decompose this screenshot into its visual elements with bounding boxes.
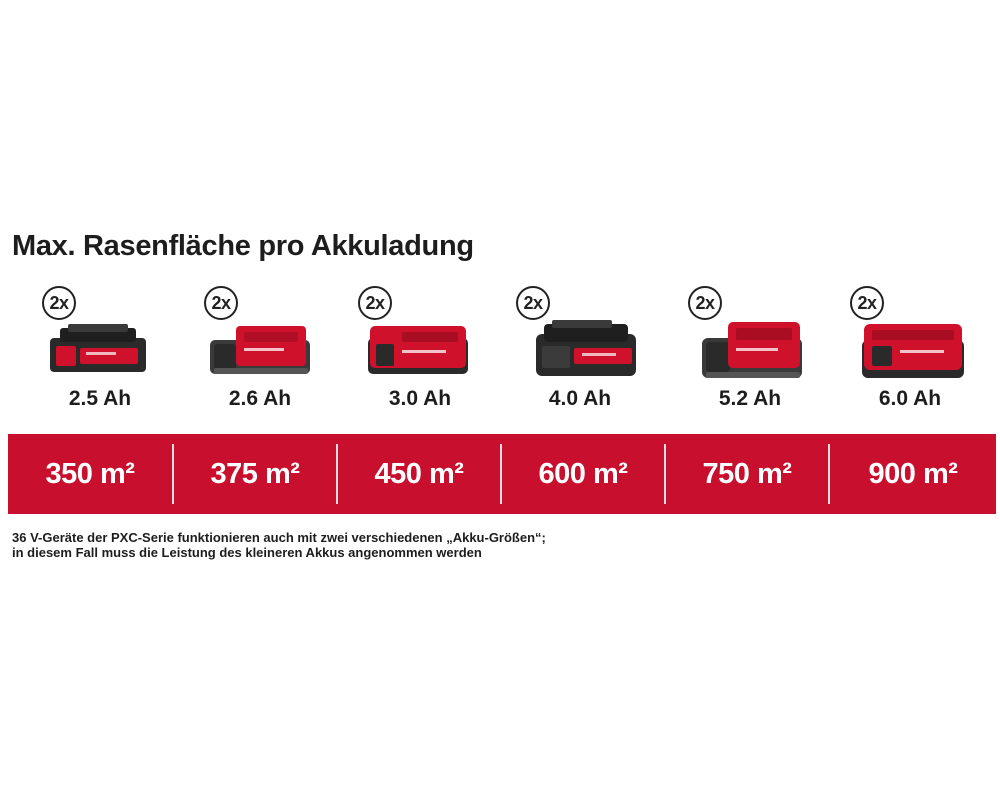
capacity-label: 5.2 Ah [718, 387, 782, 410]
battery-item: 2x 3.0 Ah [340, 284, 500, 419]
capacity-label: 2.6 Ah [228, 387, 292, 410]
area-band: 350 m² 375 m² 450 m² 600 m² 750 m² 900 m… [8, 434, 996, 514]
footnote-line: 36 V-Geräte der PXC-Serie funktionieren … [12, 530, 546, 545]
battery-item: 2x 2.5 Ah [20, 284, 180, 419]
capacity-label: 4.0 Ah [548, 387, 612, 410]
battery-item: 2x 2.6 Ah [180, 284, 340, 419]
quantity-badge: 2x [688, 286, 722, 320]
battery-pack-icon [368, 326, 468, 374]
divider [172, 444, 174, 504]
battery-item: 2x 5.2 Ah [670, 284, 830, 419]
area-value: 750 m² [702, 457, 792, 490]
divider [828, 444, 830, 504]
capacity-label: 3.0 Ah [388, 387, 452, 410]
capacity-label: 2.5 Ah [68, 387, 132, 410]
battery-row: 2x 2.5 Ah 2x 2.6 Ah [0, 284, 1000, 419]
page-title: Max. Rasenfläche pro Akkuladung [12, 230, 474, 262]
area-value: 375 m² [210, 457, 300, 490]
battery-pack-icon [50, 324, 146, 372]
quantity-badge: 2x [358, 286, 392, 320]
quantity-badge: 2x [850, 286, 884, 320]
quantity-badge: 2x [516, 286, 550, 320]
battery-pack-icon [862, 324, 964, 378]
quantity-badge: 2x [42, 286, 76, 320]
divider [336, 444, 338, 504]
footnote-line: in diesem Fall muss die Leistung des kle… [12, 545, 482, 560]
divider [500, 444, 502, 504]
area-value: 350 m² [45, 457, 135, 490]
divider [664, 444, 666, 504]
battery-pack-icon [210, 326, 310, 374]
battery-item: 2x 4.0 Ah [500, 284, 660, 419]
area-value: 900 m² [868, 457, 958, 490]
capacity-label: 6.0 Ah [878, 387, 942, 410]
battery-pack-icon [702, 322, 802, 378]
area-value: 600 m² [538, 457, 628, 490]
battery-item: 2x 6.0 Ah [830, 284, 990, 419]
area-value: 450 m² [374, 457, 464, 490]
battery-pack-icon [536, 320, 636, 376]
quantity-badge: 2x [204, 286, 238, 320]
footnote: 36 V-Geräte der PXC-Serie funktionieren … [12, 530, 546, 560]
